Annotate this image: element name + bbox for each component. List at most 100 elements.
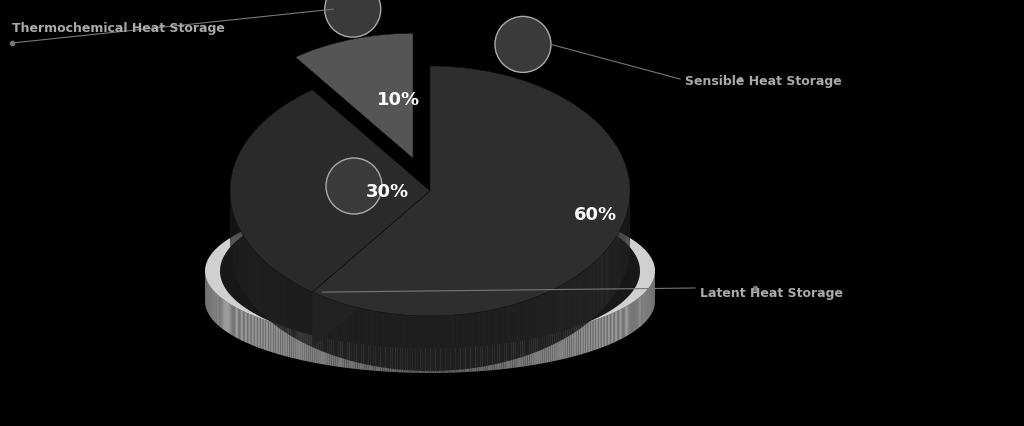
Polygon shape — [569, 327, 571, 358]
Polygon shape — [436, 343, 439, 373]
Polygon shape — [434, 343, 436, 373]
Polygon shape — [603, 252, 604, 308]
Polygon shape — [627, 305, 628, 336]
Polygon shape — [456, 343, 458, 373]
Polygon shape — [493, 310, 495, 365]
Polygon shape — [521, 337, 523, 367]
Polygon shape — [579, 325, 581, 355]
Polygon shape — [481, 341, 483, 371]
Polygon shape — [482, 311, 485, 367]
Polygon shape — [366, 310, 369, 365]
Polygon shape — [581, 324, 582, 355]
Polygon shape — [607, 248, 608, 305]
Polygon shape — [550, 290, 552, 346]
Polygon shape — [591, 321, 592, 351]
Polygon shape — [465, 342, 467, 372]
Polygon shape — [527, 336, 529, 366]
Polygon shape — [334, 301, 336, 357]
Polygon shape — [321, 296, 323, 352]
Polygon shape — [270, 322, 272, 352]
Polygon shape — [607, 315, 609, 345]
Circle shape — [325, 0, 381, 38]
Polygon shape — [343, 304, 345, 359]
Polygon shape — [278, 324, 279, 354]
Polygon shape — [336, 337, 338, 367]
Polygon shape — [606, 315, 607, 346]
Polygon shape — [597, 259, 598, 315]
Polygon shape — [255, 317, 256, 347]
Polygon shape — [242, 311, 244, 341]
Polygon shape — [564, 283, 565, 339]
Polygon shape — [233, 306, 234, 337]
Polygon shape — [556, 331, 558, 361]
Polygon shape — [383, 313, 385, 368]
Polygon shape — [383, 342, 385, 371]
Polygon shape — [361, 309, 364, 364]
Polygon shape — [493, 340, 495, 370]
Polygon shape — [562, 284, 564, 340]
Polygon shape — [626, 306, 627, 337]
Polygon shape — [508, 339, 510, 368]
Polygon shape — [519, 337, 521, 367]
Polygon shape — [468, 314, 470, 369]
Polygon shape — [476, 342, 478, 371]
Polygon shape — [318, 334, 321, 364]
Polygon shape — [239, 309, 240, 340]
Polygon shape — [587, 268, 588, 324]
Polygon shape — [237, 308, 239, 339]
Polygon shape — [229, 304, 230, 334]
Polygon shape — [552, 331, 554, 362]
Polygon shape — [373, 311, 376, 366]
Polygon shape — [605, 316, 606, 347]
Polygon shape — [612, 313, 613, 344]
Polygon shape — [330, 336, 332, 366]
Polygon shape — [516, 303, 518, 359]
Polygon shape — [624, 307, 625, 338]
Polygon shape — [314, 294, 316, 349]
Polygon shape — [394, 342, 396, 372]
Polygon shape — [614, 312, 616, 343]
Polygon shape — [380, 341, 383, 371]
Polygon shape — [230, 304, 231, 335]
Polygon shape — [338, 302, 340, 358]
Polygon shape — [591, 264, 593, 320]
Polygon shape — [307, 331, 309, 362]
Polygon shape — [411, 316, 413, 371]
Polygon shape — [540, 334, 542, 364]
Polygon shape — [439, 343, 441, 373]
Polygon shape — [573, 278, 574, 334]
Polygon shape — [560, 330, 562, 360]
Polygon shape — [509, 305, 511, 361]
Polygon shape — [371, 311, 373, 366]
Polygon shape — [567, 328, 569, 358]
Polygon shape — [463, 314, 466, 369]
Polygon shape — [523, 337, 525, 367]
Polygon shape — [305, 331, 307, 361]
Polygon shape — [346, 338, 349, 368]
Polygon shape — [312, 292, 314, 348]
Polygon shape — [522, 301, 525, 357]
Polygon shape — [429, 343, 432, 373]
Polygon shape — [400, 315, 402, 370]
Polygon shape — [510, 338, 512, 368]
Polygon shape — [463, 343, 465, 372]
Polygon shape — [312, 192, 430, 347]
Polygon shape — [544, 293, 546, 349]
Polygon shape — [592, 321, 594, 351]
Polygon shape — [601, 255, 602, 311]
Polygon shape — [500, 308, 502, 363]
Polygon shape — [256, 317, 258, 348]
Polygon shape — [540, 295, 542, 351]
Polygon shape — [608, 247, 609, 303]
Polygon shape — [264, 320, 265, 350]
Polygon shape — [259, 318, 261, 348]
Polygon shape — [234, 307, 236, 337]
Polygon shape — [620, 309, 622, 340]
Polygon shape — [290, 328, 292, 358]
Polygon shape — [478, 312, 480, 368]
Polygon shape — [525, 301, 527, 356]
Polygon shape — [518, 303, 520, 358]
Polygon shape — [511, 305, 513, 360]
Polygon shape — [390, 314, 393, 369]
Polygon shape — [593, 263, 594, 319]
